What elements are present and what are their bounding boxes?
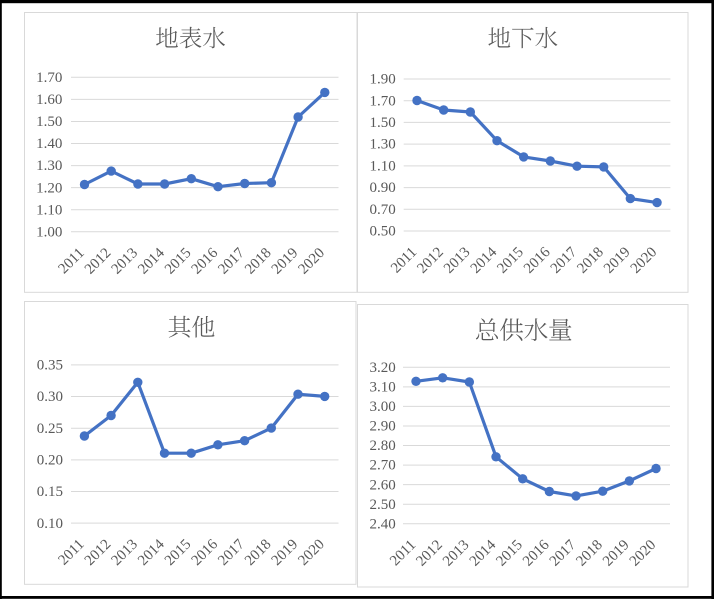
svg-text:0.35: 0.35 bbox=[37, 358, 63, 374]
svg-text:1.90: 1.90 bbox=[370, 72, 396, 88]
svg-text:1.20: 1.20 bbox=[36, 180, 62, 196]
svg-text:1.10: 1.10 bbox=[36, 202, 62, 218]
svg-text:1.30: 1.30 bbox=[36, 158, 62, 174]
svg-text:1.00: 1.00 bbox=[36, 224, 62, 240]
svg-text:0.20: 0.20 bbox=[37, 452, 63, 468]
svg-text:2.70: 2.70 bbox=[370, 458, 396, 474]
svg-text:0.90: 0.90 bbox=[370, 180, 396, 196]
svg-text:1.50: 1.50 bbox=[36, 114, 62, 130]
svg-text:1.60: 1.60 bbox=[36, 92, 62, 108]
svg-text:2.60: 2.60 bbox=[370, 477, 396, 493]
svg-text:3.20: 3.20 bbox=[370, 360, 396, 376]
svg-text:0.25: 0.25 bbox=[37, 421, 63, 437]
svg-text:1.50: 1.50 bbox=[370, 115, 396, 131]
svg-text:1.70: 1.70 bbox=[370, 93, 396, 109]
svg-text:0.30: 0.30 bbox=[37, 389, 63, 405]
svg-text:2.40: 2.40 bbox=[370, 516, 396, 532]
svg-text:1.30: 1.30 bbox=[370, 137, 396, 153]
svg-text:2.80: 2.80 bbox=[370, 438, 396, 454]
svg-text:1.40: 1.40 bbox=[36, 136, 62, 152]
svg-text:0.10: 0.10 bbox=[37, 516, 63, 532]
svg-text:0.15: 0.15 bbox=[37, 484, 63, 500]
svg-text:0.50: 0.50 bbox=[370, 224, 396, 240]
svg-text:0.70: 0.70 bbox=[370, 202, 396, 218]
svg-text:1.70: 1.70 bbox=[36, 70, 62, 86]
svg-text:2.50: 2.50 bbox=[370, 497, 396, 513]
svg-text:3.00: 3.00 bbox=[370, 399, 396, 415]
svg-text:3.10: 3.10 bbox=[370, 379, 396, 395]
svg-text:1.10: 1.10 bbox=[370, 158, 396, 174]
svg-text:2.90: 2.90 bbox=[370, 419, 396, 435]
